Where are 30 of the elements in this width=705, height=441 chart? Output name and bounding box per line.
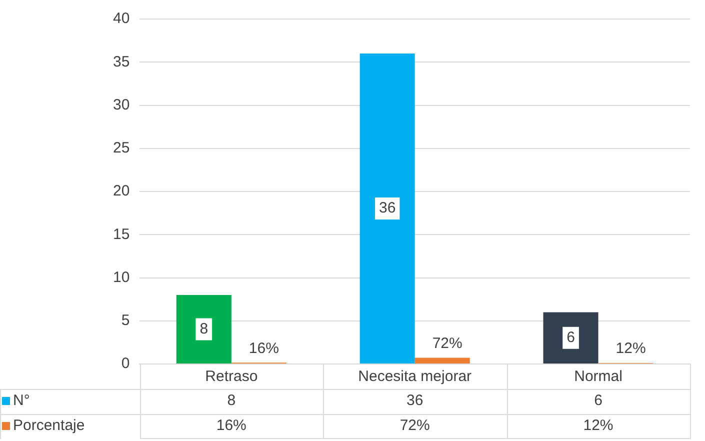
y-tick-label: 20	[112, 182, 130, 200]
text: 12%	[616, 340, 646, 358]
text: 6	[566, 329, 575, 346]
data-label: 12%	[582, 417, 614, 434]
x-tick-label: Normal	[574, 368, 622, 386]
text: 16%	[248, 340, 279, 357]
y-tick-label: 40	[112, 10, 130, 28]
x-tick-label: Retraso	[205, 368, 258, 386]
data-label: 8	[226, 392, 237, 409]
y-tick-label: 0	[121, 355, 130, 372]
legend-label: Porcentaje	[12, 417, 85, 434]
text: 72%	[432, 334, 462, 352]
bar	[414, 358, 470, 364]
x-tick-label: Necesita mejorar	[358, 368, 472, 386]
bar	[176, 295, 232, 364]
bar	[543, 312, 598, 364]
text: 36	[378, 200, 396, 217]
y-tick-label: 5	[121, 312, 130, 330]
y-tick-label: 15	[112, 226, 130, 243]
text: 8	[200, 320, 208, 338]
bar	[360, 54, 415, 364]
y-tick-label: 35	[112, 53, 130, 70]
data-label: 36	[405, 392, 424, 409]
y-tick-label: 30	[112, 96, 130, 114]
data-label: 6	[593, 392, 604, 409]
y-tick-label: 10	[112, 268, 130, 286]
data-label: 16%	[215, 417, 248, 434]
y-tick-label: 25	[112, 140, 130, 157]
data-label: 72%	[398, 417, 431, 434]
legend-label: N°	[12, 392, 30, 409]
